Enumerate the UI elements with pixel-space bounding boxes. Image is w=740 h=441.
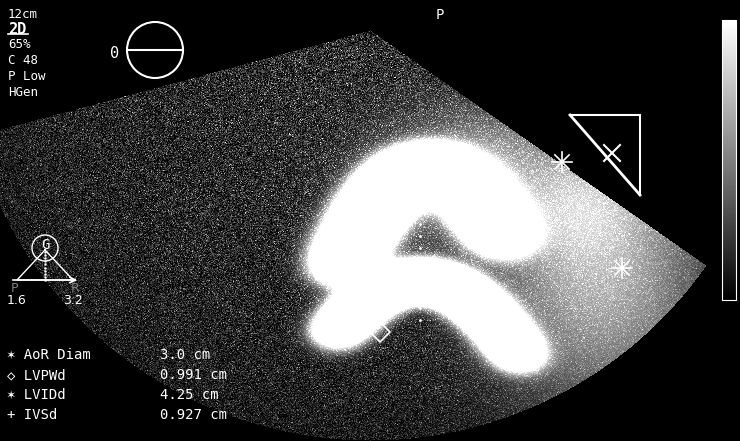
Text: P Low: P Low [8,70,45,83]
Text: P: P [436,8,444,22]
Text: + IVSd: + IVSd [7,408,57,422]
Text: 3.2: 3.2 [63,294,83,307]
Text: 0: 0 [110,46,119,61]
Text: C 48: C 48 [8,54,38,67]
Text: 4.25 cm: 4.25 cm [160,388,218,402]
Text: ✶ AoR Diam: ✶ AoR Diam [7,348,91,362]
Text: 12cm: 12cm [8,8,38,21]
Text: 1.6: 1.6 [7,294,27,307]
Text: ◇ LVPWd: ◇ LVPWd [7,368,66,382]
Text: 65%: 65% [8,38,30,51]
Text: G: G [41,238,49,252]
Bar [722,20,736,300]
Text: ✶ LVIDd: ✶ LVIDd [7,388,66,402]
Text: 3.0 cm: 3.0 cm [160,348,210,362]
Text: HGen: HGen [8,86,38,99]
Text: 0.991 cm: 0.991 cm [160,368,227,382]
Text: 2D: 2D [8,22,26,37]
Text: 0.927 cm: 0.927 cm [160,408,227,422]
Text: R: R [70,282,79,295]
Text: P: P [11,282,18,295]
